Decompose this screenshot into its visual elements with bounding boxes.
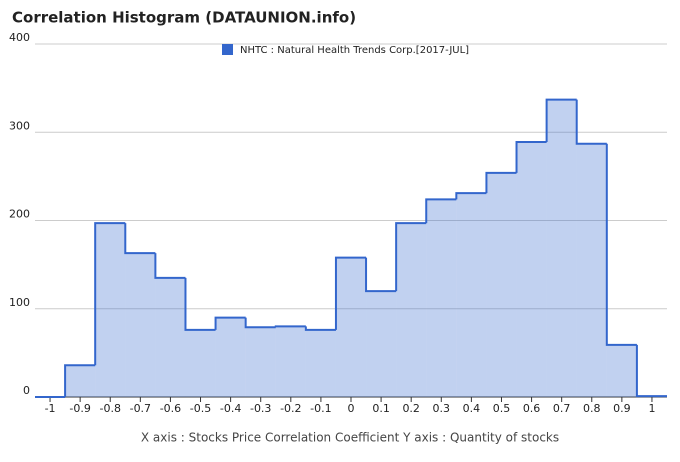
x-axis-label: X axis : Stocks Price Correlation Coeffi… [141, 431, 559, 445]
step-line [244, 317, 276, 329]
x-tick-label: 0.5 [493, 402, 511, 415]
bar-fill [396, 223, 427, 397]
x-tick-label: -0.1 [310, 402, 331, 415]
step-line [395, 222, 427, 292]
step-line [605, 143, 637, 346]
y-tick-label: 400 [9, 31, 30, 44]
step-line [515, 140, 547, 173]
x-tick-label: 0 [348, 402, 355, 415]
step-line [94, 222, 126, 366]
bar-fill [606, 344, 637, 397]
step-line [365, 257, 397, 293]
bar-fill [516, 141, 547, 397]
step-line [304, 326, 336, 331]
legend-swatch [222, 44, 233, 55]
bar-fill [335, 257, 367, 397]
step-line [124, 223, 156, 255]
x-tick-label: 0.9 [613, 402, 631, 415]
y-tick-label: 100 [9, 296, 30, 309]
bar-fill [65, 365, 96, 397]
bar-fill [456, 193, 487, 397]
step-line [334, 256, 367, 330]
bar-fill [245, 327, 276, 397]
bar-fill [486, 172, 517, 397]
bar-fill [546, 99, 577, 397]
step-line [635, 344, 667, 398]
x-tick-label: 0.2 [402, 402, 420, 415]
bar-fill [185, 329, 216, 397]
x-tick-label: -0.4 [220, 402, 241, 415]
step-line [485, 171, 517, 194]
y-tick-label: 200 [9, 208, 30, 221]
x-tick-label: -0.5 [190, 402, 211, 415]
x-tick-label: -0.8 [100, 402, 121, 415]
step-line [154, 253, 186, 279]
legend-label: NHTC : Natural Health Trends Corp.[2017-… [240, 45, 469, 56]
bar-fill [576, 143, 607, 397]
x-tick-label: 0.7 [553, 402, 571, 415]
bar-fill [426, 199, 457, 397]
step-line [214, 316, 246, 330]
step-line [545, 98, 577, 142]
x-tick-label: -1 [45, 402, 56, 415]
x-tick-label: 0.4 [463, 402, 481, 415]
bar-fill [155, 277, 186, 397]
x-tick-label: -0.9 [69, 402, 90, 415]
x-tick-label: 1 [648, 402, 655, 415]
step-line [64, 364, 96, 397]
x-tick-label: -0.6 [160, 402, 181, 415]
step-line [184, 277, 216, 331]
x-tick-label: 0.1 [372, 402, 390, 415]
step-line [455, 192, 487, 200]
step-line [575, 99, 607, 145]
bar-fill [305, 329, 336, 397]
x-tick-label: -0.7 [130, 402, 151, 415]
x-tick-label: -0.2 [280, 402, 301, 415]
y-tick-label: 300 [9, 119, 30, 132]
bar-fill [366, 291, 397, 397]
y-tick-label: 0 [23, 384, 30, 397]
chart-title: Correlation Histogram (DATAUNION.info) [12, 9, 356, 27]
x-tick-label: 0.8 [583, 402, 601, 415]
bar-fill [215, 317, 246, 397]
bar-fill [95, 223, 126, 397]
bar-fill [275, 326, 306, 397]
x-tick-label: 0.6 [523, 402, 541, 415]
x-tick-label: 0.3 [433, 402, 451, 415]
step-line [274, 325, 306, 328]
step-line [425, 198, 457, 224]
x-tick-label: -0.3 [250, 402, 271, 415]
bar-fill [125, 253, 156, 397]
